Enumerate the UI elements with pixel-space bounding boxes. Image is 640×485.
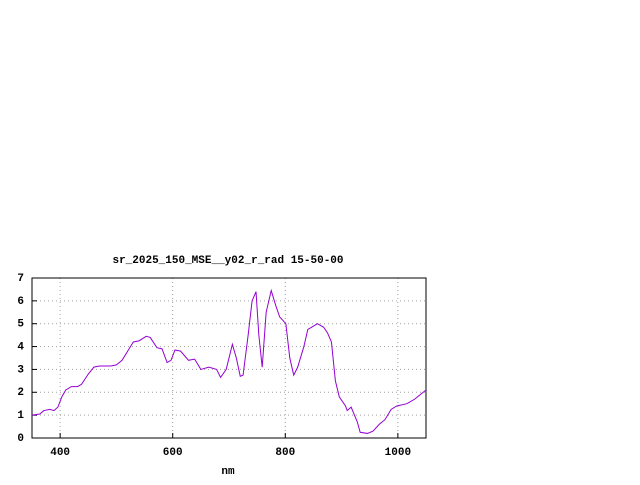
y-tick-label: 2 xyxy=(17,387,24,399)
plot-border xyxy=(31,277,427,439)
data-line xyxy=(31,288,427,434)
x-tick-label: 600 xyxy=(163,447,183,459)
y-tick-label: 4 xyxy=(17,341,24,353)
x-axis-label: nm xyxy=(221,466,235,478)
x-tick-label: 800 xyxy=(275,447,295,459)
y-tick-label: 3 xyxy=(17,364,24,376)
y-tick-label: 1 xyxy=(17,410,24,422)
x-tick-label: 400 xyxy=(50,447,70,459)
x-tick-label: 1000 xyxy=(385,447,411,459)
y-tick-label: 0 xyxy=(17,433,24,445)
y-tick-label: 6 xyxy=(17,296,24,308)
chart-title: sr_2025_150_MSE__y02_r_rad 15-50-00 xyxy=(112,255,343,267)
y-tick-label: 7 xyxy=(17,273,24,285)
y-tick-label: 5 xyxy=(17,319,24,331)
